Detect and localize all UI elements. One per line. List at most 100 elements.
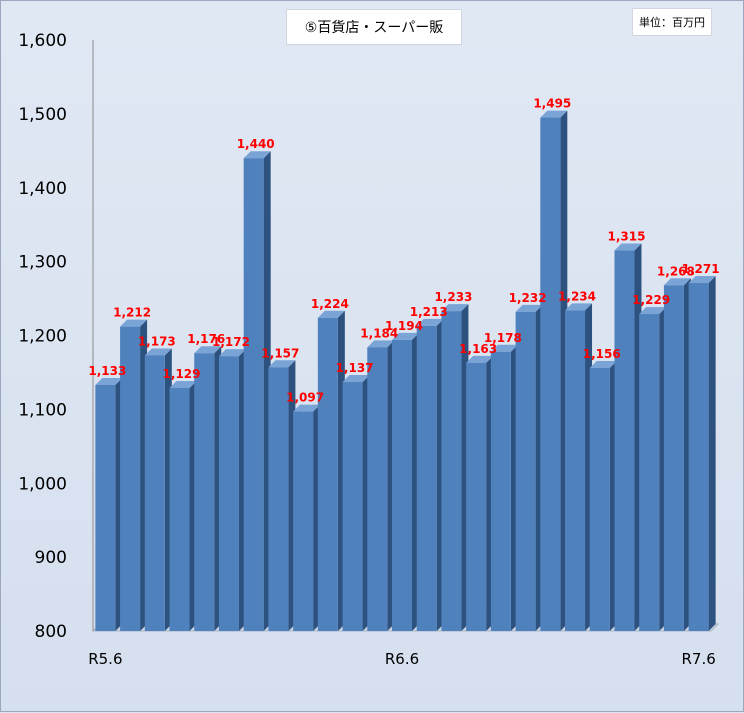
y-tick-label: 1,500 — [18, 105, 67, 125]
data-label: 1,172 — [212, 335, 250, 349]
bar-front — [490, 351, 511, 631]
bar — [194, 346, 222, 631]
y-tick-label: 900 — [35, 548, 67, 568]
data-label: 1,440 — [237, 137, 275, 151]
bar-top — [490, 344, 518, 352]
bar-front — [589, 368, 610, 631]
bar-top — [243, 151, 271, 159]
bar-front — [515, 311, 536, 631]
x-tick-label: R7.6 — [681, 650, 715, 668]
bar-top — [515, 304, 543, 312]
data-label: 1,157 — [261, 346, 299, 360]
data-label: 1,233 — [434, 290, 472, 304]
bar — [416, 318, 444, 631]
bar-front — [95, 384, 116, 631]
y-tick-label: 1,000 — [18, 474, 67, 494]
bar-top — [589, 361, 617, 369]
data-label: 1,178 — [484, 331, 522, 345]
data-label: 1,176 — [187, 332, 225, 346]
bar — [218, 349, 246, 631]
bar-front — [120, 326, 141, 631]
bar-front — [218, 356, 239, 631]
bar — [367, 340, 395, 631]
bar-top — [367, 340, 395, 348]
bar — [688, 276, 716, 631]
y-tick-label: 1,300 — [18, 253, 67, 273]
data-label: 1,156 — [583, 347, 621, 361]
bar-top — [466, 355, 494, 363]
bar-front — [342, 382, 363, 631]
bar-front — [614, 250, 635, 631]
bar-front — [663, 285, 684, 631]
bar-top — [144, 348, 172, 356]
data-label: 1,229 — [632, 293, 670, 307]
bar — [392, 332, 419, 631]
y-tick-label: 1,400 — [18, 179, 67, 199]
y-tick-label: 800 — [35, 622, 67, 642]
chart-title-text: ⑤百貨店・スーパー販 — [304, 20, 444, 36]
bar-top — [342, 375, 370, 383]
bar-side — [708, 276, 716, 631]
data-label: 1,212 — [113, 306, 151, 320]
bar-top — [218, 349, 246, 357]
bar-front — [416, 325, 437, 631]
bar — [144, 348, 172, 631]
bar — [515, 304, 543, 631]
bar-top — [169, 380, 197, 388]
data-label: 1,268 — [657, 264, 695, 278]
bar — [317, 310, 345, 631]
bar — [466, 355, 494, 631]
data-label: 1,213 — [410, 305, 448, 319]
bar-front — [367, 347, 388, 631]
bar-front — [317, 317, 338, 631]
bar-top — [540, 110, 568, 118]
bar — [639, 307, 667, 631]
x-tick-label: R6.6 — [385, 650, 419, 668]
unit-label: 単位：百万円 — [632, 8, 712, 36]
bar — [342, 375, 370, 631]
bar-front — [540, 117, 561, 632]
data-label: 1,271 — [682, 262, 720, 276]
bar-top — [120, 319, 148, 327]
bar — [540, 110, 568, 632]
bar-front — [565, 310, 586, 631]
bar-top — [639, 307, 667, 315]
chart-title: ⑤百貨店・スーパー販 — [286, 9, 462, 45]
bar-front — [268, 367, 289, 631]
data-label: 1,163 — [459, 342, 497, 356]
y-tick-label: 1,600 — [18, 31, 67, 51]
bar-front — [441, 311, 462, 631]
data-label: 1,097 — [286, 391, 324, 405]
unit-label-text: 単位：百万円 — [639, 16, 705, 29]
bar-front — [144, 355, 165, 631]
bar-front — [688, 283, 709, 631]
data-label: 1,173 — [138, 334, 176, 348]
bar — [589, 361, 617, 631]
bar-top — [317, 310, 345, 318]
bar — [169, 380, 197, 631]
bar-front — [293, 411, 314, 631]
bar-front — [194, 353, 215, 631]
data-label: 1,315 — [607, 230, 645, 244]
bar — [663, 278, 691, 631]
bar-front — [639, 314, 660, 631]
bar-top — [688, 276, 716, 284]
bar — [293, 404, 321, 631]
data-label: 1,234 — [558, 289, 596, 303]
bar-front — [169, 387, 190, 631]
bar-top — [663, 278, 691, 286]
bar-top — [293, 404, 321, 412]
data-label: 1,133 — [88, 364, 126, 378]
bar-top — [416, 318, 444, 326]
data-label: 1,194 — [385, 319, 423, 333]
bar — [490, 344, 518, 631]
data-label: 1,129 — [163, 367, 201, 381]
data-label: 1,232 — [509, 291, 547, 305]
bar-top — [614, 243, 642, 251]
bar — [95, 377, 123, 631]
bar-top — [194, 346, 222, 354]
bar-top — [565, 303, 593, 311]
data-label: 1,137 — [336, 361, 374, 375]
